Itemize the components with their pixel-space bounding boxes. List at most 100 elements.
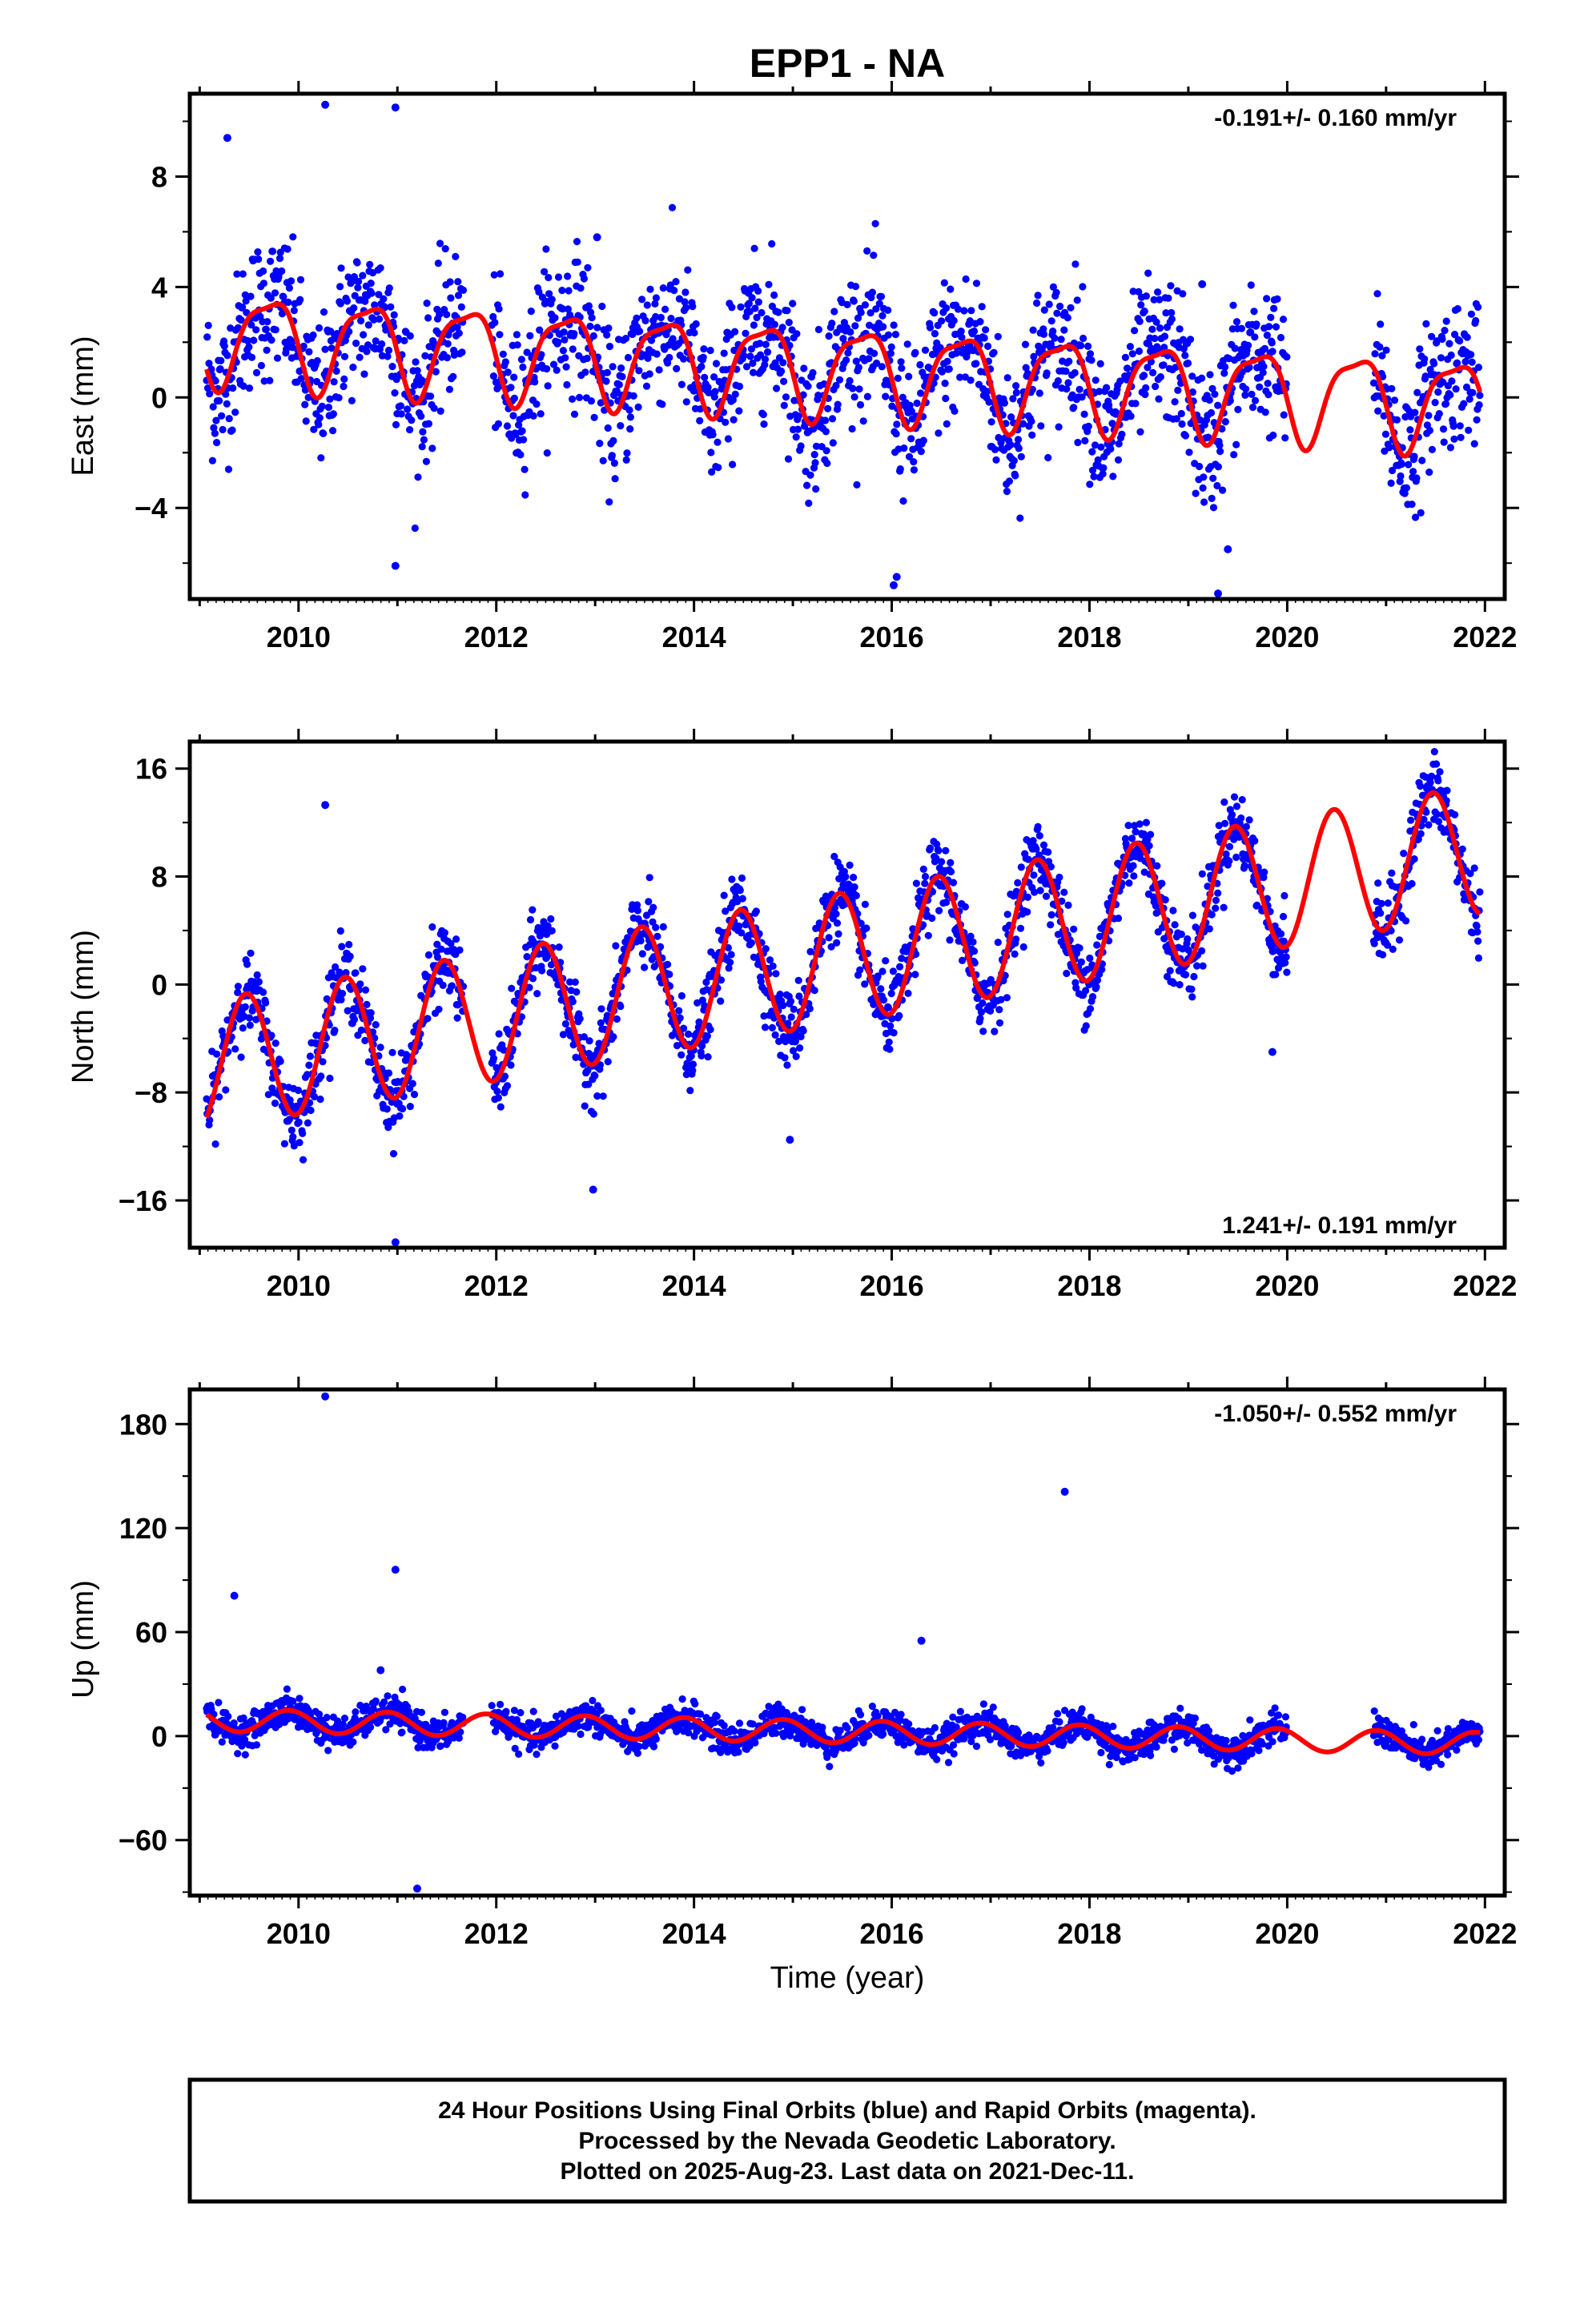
data-point [372, 1697, 380, 1705]
data-point [295, 1695, 304, 1703]
data-point [763, 348, 772, 356]
data-point [1428, 445, 1436, 454]
data-point [340, 352, 349, 360]
data-point [667, 315, 675, 323]
data-point [943, 357, 951, 365]
data-point [1056, 302, 1064, 311]
data-point [696, 416, 704, 425]
data-point [548, 927, 556, 935]
data-point [330, 378, 338, 386]
data-point [810, 987, 818, 995]
data-point [584, 263, 592, 271]
data-point [634, 403, 642, 411]
data-point [681, 288, 689, 296]
outlier-point [391, 103, 400, 112]
data-point [604, 1058, 612, 1066]
data-point [859, 417, 867, 425]
data-point [1152, 902, 1160, 910]
data-point [231, 408, 239, 416]
data-point [390, 311, 398, 319]
data-point [239, 270, 247, 278]
data-point [1100, 464, 1108, 472]
data-point [1374, 879, 1382, 887]
data-point [882, 392, 890, 400]
data-point [722, 418, 730, 426]
data-point [363, 348, 371, 356]
data-point [1167, 282, 1175, 290]
data-point [1140, 308, 1148, 316]
data-point [1280, 411, 1288, 419]
data-point [706, 1026, 714, 1034]
data-point [638, 296, 646, 304]
data-point [1440, 438, 1448, 446]
data-point [747, 345, 756, 353]
data-point [336, 300, 344, 308]
data-point [708, 468, 716, 476]
data-point [1047, 862, 1055, 870]
data-point [1476, 888, 1484, 896]
data-point [1402, 917, 1410, 925]
data-point [1371, 350, 1379, 358]
data-point [879, 323, 887, 331]
data-point [1264, 380, 1272, 388]
data-point [872, 305, 880, 313]
data-point [263, 346, 271, 354]
data-point [336, 927, 344, 935]
data-point [1174, 386, 1182, 394]
data-point [946, 936, 954, 944]
data-point [384, 1692, 392, 1700]
data-point [1244, 341, 1252, 349]
data-point [211, 1140, 219, 1148]
data-point [1024, 855, 1032, 863]
data-point [376, 315, 384, 323]
data-point [853, 480, 861, 489]
data-point [1012, 388, 1020, 396]
data-point [1190, 972, 1198, 981]
data-point [1212, 904, 1220, 912]
data-point [727, 951, 735, 959]
data-point [262, 325, 270, 333]
data-point [367, 1009, 375, 1017]
data-point [1177, 409, 1185, 418]
data-point [448, 982, 456, 990]
data-point [458, 348, 466, 356]
data-point [363, 1000, 371, 1008]
data-point [1088, 993, 1097, 1001]
data-point [1462, 383, 1471, 392]
data-point [1474, 364, 1482, 372]
data-point [814, 392, 822, 400]
data-point [1009, 395, 1017, 403]
data-point [384, 1124, 392, 1132]
data-point [942, 394, 950, 403]
data-point [1148, 325, 1156, 333]
data-point [1443, 786, 1451, 794]
data-point [228, 426, 236, 434]
data-point [1221, 418, 1229, 426]
data-point [839, 881, 847, 889]
data-point [1071, 368, 1079, 377]
data-point [645, 898, 653, 906]
data-point [668, 203, 677, 211]
data-point [645, 874, 653, 882]
data-point [299, 1129, 307, 1137]
data-point [878, 967, 886, 975]
data-point [421, 352, 429, 360]
data-point [957, 328, 965, 336]
data-point [1475, 401, 1483, 409]
data-point [1136, 428, 1144, 436]
data-point [563, 380, 571, 389]
data-point [778, 324, 786, 332]
data-point [790, 1005, 798, 1013]
data-point [1226, 396, 1234, 404]
data-point [289, 233, 297, 241]
data-point [283, 1685, 291, 1693]
data-point [1067, 304, 1075, 312]
data-point [564, 272, 572, 280]
data-point [1130, 872, 1138, 880]
data-point [1086, 480, 1094, 489]
data-point [455, 1734, 463, 1742]
data-point [603, 331, 611, 339]
data-point [583, 354, 591, 363]
data-point [529, 1707, 537, 1715]
data-point [624, 353, 633, 362]
